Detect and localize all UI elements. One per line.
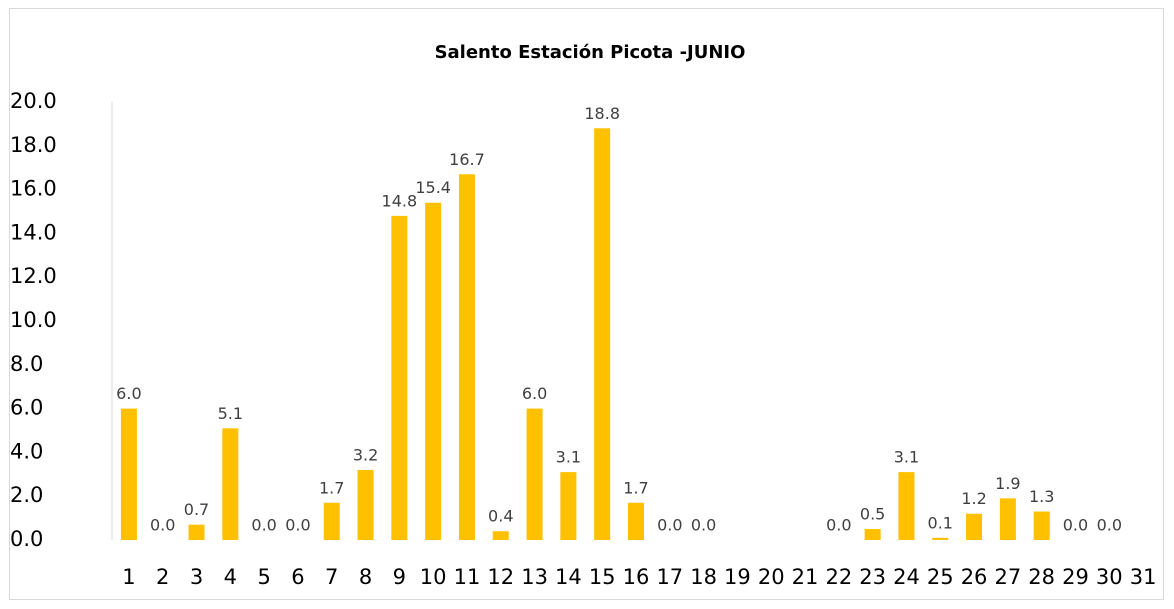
value-label: 14.8 — [382, 191, 418, 210]
x-tick-label: 21 — [792, 565, 819, 589]
value-label: 0.0 — [1063, 516, 1088, 535]
bar — [357, 469, 374, 540]
bar — [628, 502, 644, 540]
x-tick-label: 19 — [724, 565, 751, 589]
value-label: 0.0 — [826, 516, 851, 535]
x-tick-label: 11 — [454, 565, 481, 589]
y-tick-label: 10.0 — [10, 308, 57, 332]
value-label: 6.0 — [116, 384, 141, 403]
x-tick-label: 13 — [521, 565, 548, 589]
bar — [391, 215, 408, 540]
x-tick-label: 17 — [656, 565, 683, 589]
bar — [864, 529, 881, 540]
bar — [425, 202, 442, 541]
x-tick-label: 4 — [224, 565, 237, 589]
x-tick-label: 16 — [623, 565, 650, 589]
value-label: 1.2 — [961, 489, 986, 508]
bar — [526, 408, 543, 540]
x-tick-label: 24 — [893, 565, 920, 589]
x-tick-label: 31 — [1130, 565, 1157, 589]
value-label: 15.4 — [415, 178, 451, 197]
value-label: 5.1 — [218, 404, 243, 423]
x-tick-label: 18 — [690, 565, 717, 589]
value-label: 1.9 — [995, 474, 1020, 493]
bar — [1033, 511, 1050, 540]
bar — [999, 498, 1016, 540]
x-tick-label: 25 — [927, 565, 954, 589]
x-tick-label: 14 — [555, 565, 582, 589]
x-tick-label: 12 — [487, 565, 514, 589]
x-tick-label: 30 — [1096, 565, 1123, 589]
bar — [323, 502, 340, 540]
bar — [594, 128, 611, 540]
value-label: 0.7 — [184, 500, 209, 519]
x-tick-label: 27 — [995, 565, 1022, 589]
bar — [222, 428, 239, 540]
bar — [120, 408, 137, 540]
x-tick-label: 9 — [393, 565, 406, 589]
value-label: 1.7 — [623, 478, 648, 497]
bar — [966, 513, 983, 540]
x-tick-label: 7 — [325, 565, 338, 589]
y-tick-label: 8.0 — [10, 352, 43, 376]
value-label: 0.0 — [691, 516, 716, 535]
value-label: 1.7 — [319, 478, 344, 497]
y-tick-label: 0.0 — [10, 527, 43, 551]
x-tick-label: 29 — [1062, 565, 1089, 589]
value-label: 0.1 — [928, 513, 953, 532]
value-label: 3.2 — [353, 445, 378, 464]
value-label: 0.0 — [1097, 516, 1122, 535]
bar — [898, 472, 915, 540]
value-label: 0.0 — [285, 516, 310, 535]
value-label: 18.8 — [584, 104, 620, 123]
y-tick-label: 12.0 — [10, 264, 57, 288]
x-tick-label: 2 — [156, 565, 169, 589]
y-tick-label: 4.0 — [10, 439, 43, 463]
x-tick-label: 23 — [859, 565, 886, 589]
y-tick-label: 20.0 — [10, 89, 57, 113]
x-tick-label: 10 — [420, 565, 447, 589]
value-label: 0.4 — [488, 507, 513, 526]
x-tick-label: 1 — [122, 565, 135, 589]
x-tick-label: 5 — [257, 565, 270, 589]
y-tick-label: 16.0 — [10, 177, 57, 201]
chart-title: Salento Estación Picota -JUNIO — [435, 42, 746, 63]
x-tick-label: 20 — [758, 565, 785, 589]
y-tick-label: 2.0 — [10, 483, 43, 507]
bar — [492, 531, 509, 540]
value-label: 0.0 — [150, 516, 175, 535]
x-tick-label: 3 — [190, 565, 203, 589]
y-tick-label: 14.0 — [10, 220, 57, 244]
y-tick-label: 18.0 — [10, 133, 57, 157]
bar — [188, 524, 205, 540]
value-label: 0.0 — [251, 516, 276, 535]
x-tick-label: 6 — [291, 565, 304, 589]
value-label: 0.5 — [860, 505, 885, 524]
x-tick-label: 8 — [359, 565, 372, 589]
value-label: 16.7 — [449, 150, 485, 169]
value-label: 1.3 — [1029, 487, 1054, 506]
x-tick-label: 22 — [825, 565, 852, 589]
value-label: 3.1 — [894, 448, 919, 467]
value-label: 0.0 — [657, 516, 682, 535]
chart-frame — [9, 8, 1164, 600]
bar — [458, 174, 475, 540]
bar — [560, 472, 577, 540]
y-tick-label: 6.0 — [10, 396, 43, 420]
bar — [932, 537, 949, 540]
x-tick-label: 28 — [1028, 565, 1055, 589]
x-tick-label: 15 — [589, 565, 616, 589]
x-tick-label: 26 — [961, 565, 988, 589]
value-label: 6.0 — [522, 384, 547, 403]
value-label: 3.1 — [556, 448, 581, 467]
